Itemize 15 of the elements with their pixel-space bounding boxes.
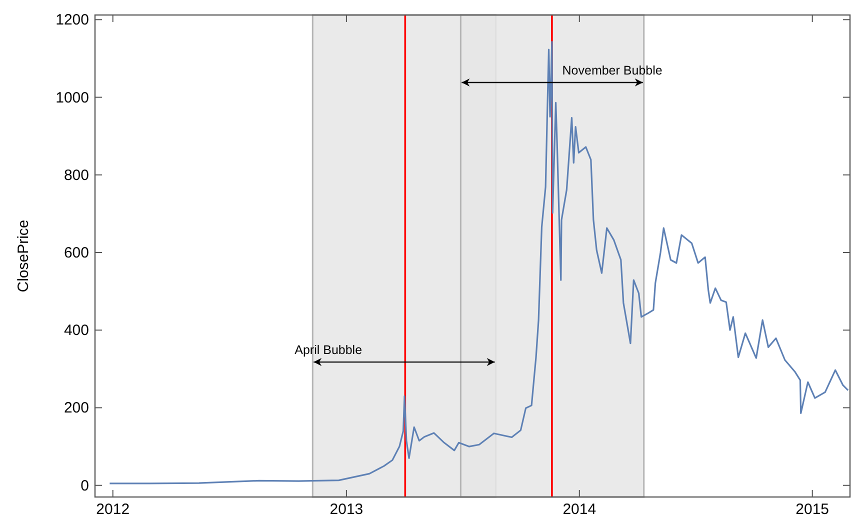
x-tick-label: 2012 — [96, 501, 130, 518]
x-tick-label: 2013 — [330, 501, 364, 518]
x-tick-label: 2015 — [796, 501, 830, 518]
band-label: April Bubble — [294, 343, 362, 358]
y-axis-title: ClosePrice — [15, 220, 32, 292]
y-tick-label: 800 — [64, 166, 89, 184]
band-label: November Bubble — [562, 63, 662, 78]
y-tick-label: 200 — [64, 400, 89, 417]
y-tick-label: 400 — [64, 322, 89, 340]
y-tick-label: 0 — [80, 477, 89, 494]
y-tick-label: 1200 — [56, 12, 89, 29]
line-series — [108, 40, 849, 484]
y-tick-label: 600 — [64, 244, 89, 262]
y-tick-label: 1000 — [56, 89, 89, 106]
x-tick-label: 2014 — [562, 501, 596, 518]
